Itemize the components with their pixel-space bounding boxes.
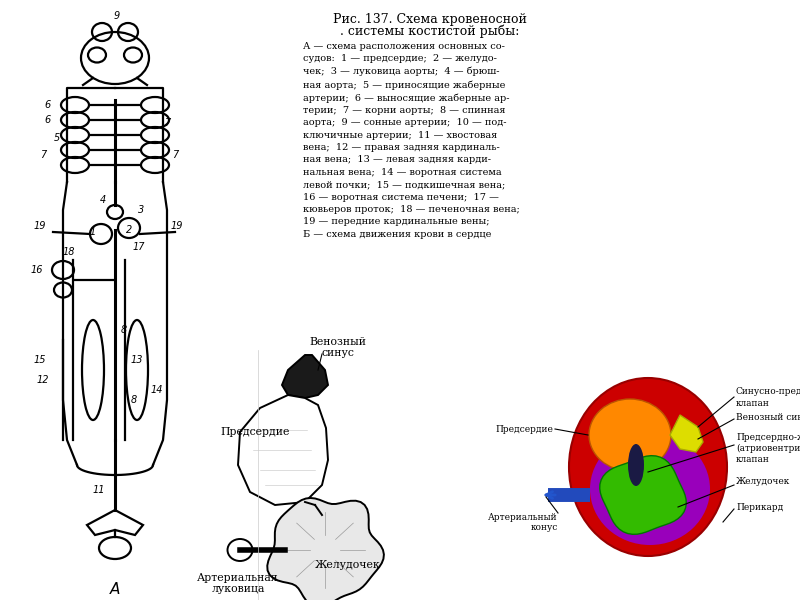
Text: 7: 7 — [172, 150, 178, 160]
Text: 15: 15 — [34, 355, 46, 365]
Text: Артериальный: Артериальный — [488, 512, 558, 521]
Ellipse shape — [227, 539, 253, 561]
Text: 5: 5 — [54, 133, 60, 143]
Text: Предсердно-желудочковый: Предсердно-желудочковый — [736, 433, 800, 442]
Text: клапан: клапан — [736, 398, 770, 407]
Text: А: А — [110, 583, 120, 598]
Text: 7: 7 — [164, 118, 170, 128]
Ellipse shape — [569, 378, 727, 556]
Text: 8: 8 — [131, 395, 138, 405]
Ellipse shape — [589, 399, 671, 471]
Text: Венозный: Венозный — [310, 337, 366, 347]
Text: (атриовентрикулярный): (атриовентрикулярный) — [736, 443, 800, 452]
Text: 9: 9 — [114, 11, 120, 21]
Text: 11: 11 — [93, 485, 105, 495]
Ellipse shape — [628, 444, 644, 486]
Text: 19: 19 — [34, 221, 46, 231]
Text: Предсердие: Предсердие — [495, 425, 553, 433]
Text: 8: 8 — [121, 325, 127, 335]
Text: Предсердие: Предсердие — [220, 427, 290, 437]
Text: 18: 18 — [63, 247, 75, 257]
Polygon shape — [267, 498, 384, 600]
Text: 3: 3 — [138, 205, 144, 215]
Text: . системы костистой рыбы:: . системы костистой рыбы: — [340, 25, 520, 38]
Text: Перикард: Перикард — [736, 503, 783, 511]
Text: луковица: луковица — [211, 584, 265, 594]
Text: 2: 2 — [126, 225, 132, 235]
Text: Артериальная: Артериальная — [197, 573, 279, 583]
Text: Синусно-предсердный: Синусно-предсердный — [736, 388, 800, 397]
Text: 6: 6 — [45, 115, 51, 125]
Text: А — схема расположения основных со-
судов:  1 — предсердие;  2 — желудо-
чек;  3: А — схема расположения основных со- судо… — [303, 42, 520, 239]
Text: 12: 12 — [37, 375, 50, 385]
Text: Желудочек: Желудочек — [315, 560, 381, 570]
Polygon shape — [238, 395, 328, 505]
Polygon shape — [600, 455, 686, 534]
Text: 13: 13 — [131, 355, 143, 365]
Text: 14: 14 — [151, 385, 163, 395]
Text: 4: 4 — [100, 195, 106, 205]
Polygon shape — [282, 355, 328, 398]
Text: 17: 17 — [133, 242, 146, 252]
Text: 19: 19 — [170, 221, 183, 231]
Text: 6: 6 — [45, 100, 51, 110]
Text: клапан: клапан — [736, 455, 770, 463]
Text: Венозный синус: Венозный синус — [736, 413, 800, 421]
Text: Желудочек: Желудочек — [736, 478, 790, 487]
Ellipse shape — [590, 433, 710, 545]
Text: 16: 16 — [30, 265, 43, 275]
Text: синус: синус — [322, 348, 354, 358]
Text: Рис. 137. Схема кровеносной: Рис. 137. Схема кровеносной — [333, 13, 527, 26]
Text: конус: конус — [530, 523, 558, 532]
Text: 7: 7 — [40, 150, 46, 160]
Polygon shape — [670, 415, 703, 452]
Text: 1: 1 — [90, 227, 96, 237]
